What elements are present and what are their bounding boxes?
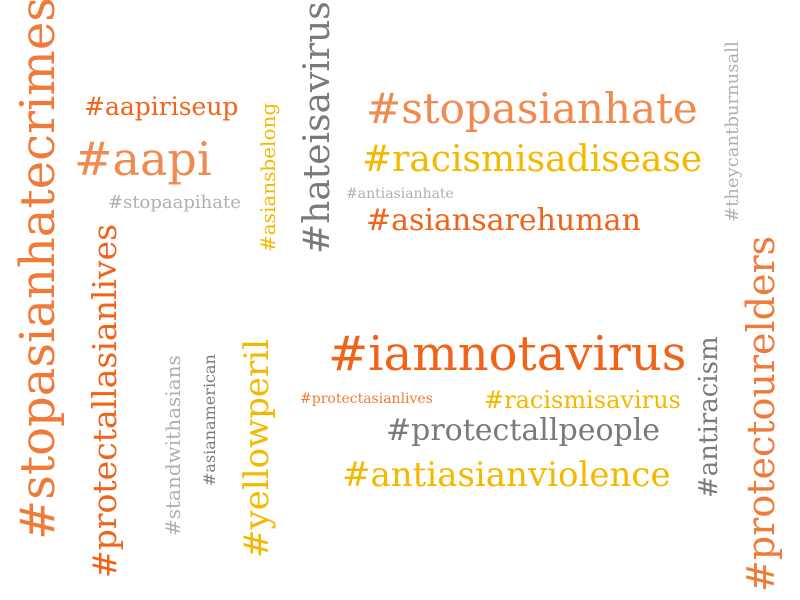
word-iamnotavirus: #iamnotavirus <box>328 326 687 382</box>
word-protectasianlives: #protectasianlives <box>300 391 433 407</box>
word-aapiriseup: #aapiriseup <box>84 92 239 121</box>
word-asianamerican: #asianamerican <box>200 354 219 486</box>
word-protectallasianlives: #protectallasianlives <box>85 223 124 578</box>
word-theycantburnusall: #theycantburnusall <box>722 41 743 222</box>
word-protectourelders: #protectourelders <box>739 235 783 592</box>
word-stopasianhatecrimes: #stopasianhatecrimes <box>10 0 66 540</box>
word-asiansbelong: #asiansbelong <box>256 102 280 252</box>
word-racismisavirus: #racismisavirus <box>484 386 681 414</box>
word-antiasianviolence: #antiasianviolence <box>342 455 671 495</box>
word-stopaapihate: #stopaapihate <box>108 192 241 213</box>
word-antiracism: #antiracism <box>694 336 724 498</box>
word-protectallpeople: #protectallpeople <box>386 413 661 448</box>
word-aapi: #aapi <box>74 132 212 186</box>
word-racismisadisease: #racismisadisease <box>362 139 703 180</box>
word-antiasianhate: #antiasianhate <box>346 186 454 202</box>
word-standwithasians: #standwithasians <box>161 355 185 536</box>
word-yellowperil: #yellowperil <box>237 338 277 558</box>
word-asiansarehuman: #asiansarehuman <box>366 203 641 238</box>
word-stopasianhate: #stopasianhate <box>366 84 698 133</box>
word-hateisavirus: #hateisavirus <box>297 1 338 254</box>
